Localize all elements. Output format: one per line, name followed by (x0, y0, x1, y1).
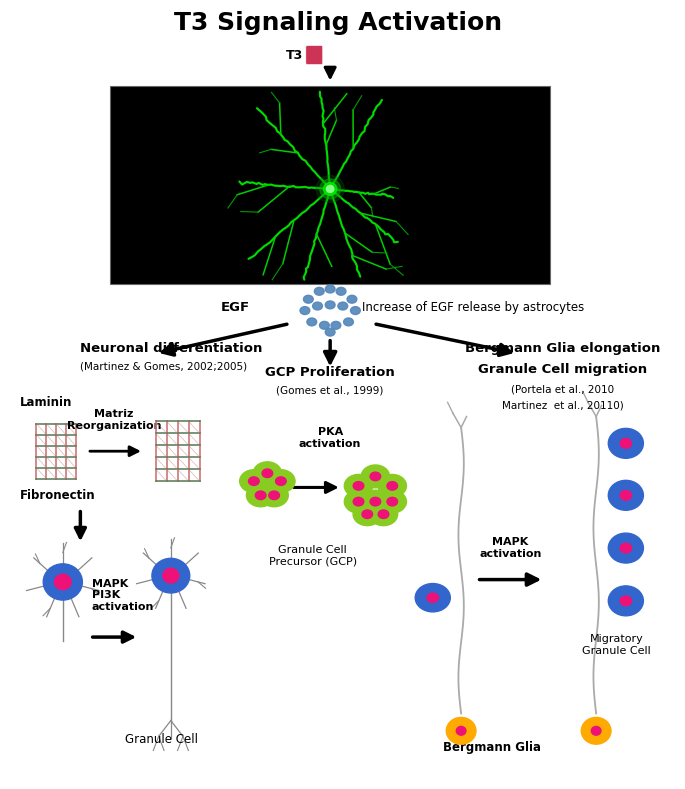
Ellipse shape (620, 543, 632, 553)
Ellipse shape (344, 318, 353, 326)
Text: Bergmann Glia: Bergmann Glia (443, 741, 541, 753)
Ellipse shape (353, 497, 364, 506)
Ellipse shape (446, 717, 476, 744)
Text: Increase of EGF release by astrocytes: Increase of EGF release by astrocytes (362, 301, 584, 314)
Ellipse shape (608, 533, 643, 563)
Ellipse shape (353, 503, 382, 525)
Ellipse shape (247, 484, 275, 507)
Ellipse shape (275, 477, 286, 485)
Ellipse shape (370, 472, 381, 481)
Ellipse shape (415, 584, 450, 612)
Text: Granule Cell
Precursor (GCP): Granule Cell Precursor (GCP) (269, 545, 357, 567)
Ellipse shape (269, 491, 279, 499)
Ellipse shape (323, 182, 337, 196)
Ellipse shape (163, 568, 179, 583)
Ellipse shape (152, 559, 190, 593)
Text: Martinez  et al., 20110): Martinez et al., 20110) (501, 401, 623, 410)
Ellipse shape (307, 318, 316, 326)
Ellipse shape (362, 510, 373, 518)
Ellipse shape (312, 302, 323, 310)
Text: Migratory
Granule Cell: Migratory Granule Cell (582, 634, 651, 656)
Ellipse shape (353, 481, 364, 490)
Ellipse shape (303, 295, 313, 303)
Text: Bergmann Glia elongation: Bergmann Glia elongation (464, 342, 660, 355)
FancyBboxPatch shape (306, 46, 323, 65)
Ellipse shape (325, 328, 335, 336)
Text: Granule Cell: Granule Cell (125, 733, 198, 746)
Ellipse shape (608, 428, 643, 458)
Ellipse shape (345, 474, 373, 497)
Ellipse shape (456, 727, 466, 735)
Ellipse shape (378, 474, 406, 497)
Text: MAPK
PI3K
activation: MAPK PI3K activation (92, 579, 154, 612)
Text: Laminin: Laminin (20, 396, 72, 409)
Ellipse shape (347, 295, 357, 303)
Ellipse shape (361, 465, 390, 488)
Ellipse shape (608, 481, 643, 510)
Ellipse shape (43, 564, 82, 600)
Ellipse shape (387, 497, 397, 506)
Text: (Portela et al., 2010: (Portela et al., 2010 (511, 385, 614, 394)
Ellipse shape (338, 302, 348, 310)
Ellipse shape (314, 287, 324, 295)
Ellipse shape (582, 717, 611, 744)
Text: Granule Cell migration: Granule Cell migration (478, 363, 647, 376)
Ellipse shape (369, 503, 398, 525)
Ellipse shape (378, 510, 389, 518)
Ellipse shape (327, 185, 334, 193)
Text: Neuronal differentiation: Neuronal differentiation (80, 342, 263, 355)
Ellipse shape (591, 727, 601, 735)
Text: GCP Proliferation: GCP Proliferation (265, 366, 395, 379)
Text: Matriz
Reorganization: Matriz Reorganization (67, 409, 162, 431)
Text: Fibronectin: Fibronectin (20, 489, 95, 502)
Ellipse shape (256, 491, 266, 499)
Ellipse shape (336, 287, 346, 295)
Ellipse shape (249, 477, 259, 485)
Ellipse shape (361, 490, 390, 513)
Text: T3: T3 (286, 50, 303, 62)
Ellipse shape (253, 462, 282, 484)
Text: MAPK
activation: MAPK activation (479, 537, 542, 559)
Ellipse shape (351, 307, 360, 315)
Ellipse shape (260, 484, 288, 507)
Ellipse shape (345, 490, 373, 513)
Ellipse shape (320, 179, 340, 199)
Ellipse shape (370, 497, 381, 506)
Text: PKA
activation: PKA activation (299, 427, 361, 449)
Ellipse shape (316, 175, 345, 203)
Text: (Gomes et al., 1999): (Gomes et al., 1999) (277, 386, 384, 395)
Ellipse shape (427, 593, 438, 602)
Bar (110, 86, 550, 284)
Ellipse shape (266, 469, 295, 492)
Ellipse shape (319, 321, 329, 329)
Ellipse shape (325, 301, 335, 308)
Ellipse shape (378, 490, 406, 513)
Ellipse shape (608, 586, 643, 616)
Text: EGF: EGF (221, 301, 250, 314)
Text: T3 Signaling Activation: T3 Signaling Activation (174, 11, 502, 35)
Ellipse shape (55, 574, 71, 589)
Ellipse shape (240, 469, 268, 492)
Ellipse shape (300, 307, 310, 315)
Ellipse shape (262, 469, 273, 477)
Ellipse shape (331, 321, 340, 329)
Ellipse shape (620, 491, 632, 500)
Ellipse shape (620, 439, 632, 448)
Ellipse shape (387, 481, 397, 490)
Ellipse shape (325, 285, 335, 293)
Text: (Martinez & Gomes, 2002;2005): (Martinez & Gomes, 2002;2005) (80, 362, 247, 372)
Ellipse shape (620, 596, 632, 606)
